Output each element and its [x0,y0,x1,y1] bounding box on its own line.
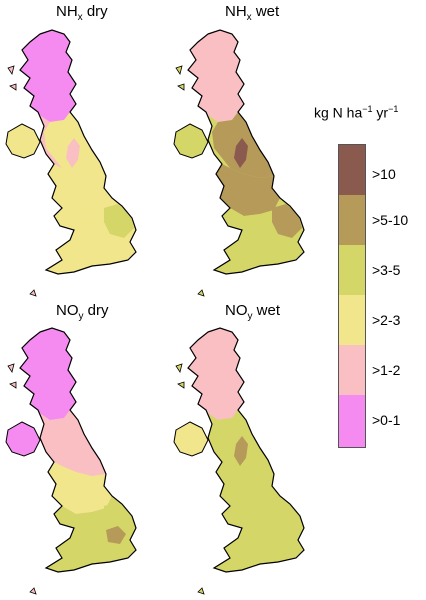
deposition-zone [272,502,302,536]
deposition-zone [104,502,134,536]
deposition-zone [44,410,106,476]
legend-label-0-1: >0-1 [372,412,401,428]
northern-ireland-coastline [5,421,41,457]
legend-swatch-5-10 [339,195,365,245]
legend-label-gt10: >10 [372,166,396,182]
northern-ireland-area [6,124,40,158]
deposition-zone [234,138,248,168]
legend-label-1-2: >1-2 [372,362,401,378]
northern-ireland-area [174,422,208,456]
deposition-zone [272,204,302,238]
deposition-zones [20,30,136,274]
legend-swatch-2-3 [339,295,365,345]
northern-ireland-coastline [173,421,209,457]
deposition-zone [20,328,76,420]
legend-title: kg N ha−1 yr−1 [314,104,399,121]
deposition-zone [188,328,244,420]
deposition-zone [216,164,280,216]
map-nhx-dry [5,29,137,297]
legend-swatch-1-2 [339,345,365,395]
northern-ireland-coastline [173,123,209,159]
northern-ireland-area [174,124,208,158]
deposition-zone [66,138,80,168]
great-britain-coastline [187,29,305,275]
legend-swatch-0-1 [339,395,365,447]
northern-ireland-area [6,422,40,456]
panel-title-noy-wet: NOy wet [225,302,281,322]
deposition-zone [48,164,112,216]
deposition-zones [20,328,136,572]
islands [175,65,205,297]
islands [7,363,37,595]
map-noy-dry [5,327,137,595]
deposition-zones [188,30,304,274]
northern-ireland-coastline [5,123,41,159]
legend-label-3-5: >3-5 [372,262,401,278]
legend-label-5-10: >5-10 [372,212,409,228]
deposition-zone [48,462,112,514]
map-nhx-wet [173,29,305,297]
legend-swatch-3-5 [339,245,365,295]
deposition-zone [216,462,280,514]
islands [7,65,37,297]
panel-title-noy-dry: NOy dry [56,302,109,322]
deposition-zone [20,30,76,122]
great-britain-coastline [187,327,305,573]
great-britain-coastline [19,327,137,573]
deposition-zone [188,30,244,122]
legend-color-bar [338,144,366,448]
map-noy-wet [173,327,305,595]
deposition-zones [188,328,304,572]
panel-title-nhx-dry: NHx dry [56,3,108,23]
deposition-zone [234,436,248,466]
panel-title-nhx-wet: NHx wet [225,3,280,23]
legend-label-2-3: >2-3 [372,312,401,328]
islands [175,363,205,595]
deposition-zone [104,204,134,238]
deposition-zone [106,526,126,544]
great-britain-coastline [19,29,137,275]
legend-swatch-gt10 [339,145,365,195]
